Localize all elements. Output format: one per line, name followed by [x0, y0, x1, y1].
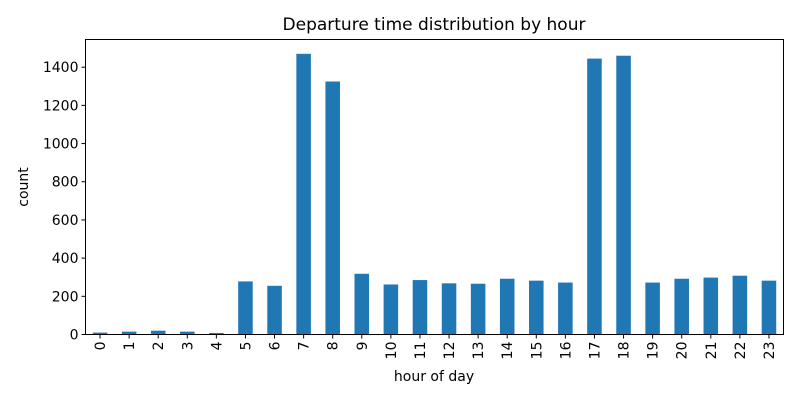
x-axis-ticks: 0 1 2 3 4 5 6 7 8 9 10 11 12 13 14 15 16 17 18 19 20 21 22 23	[93, 334, 778, 360]
y-axis-ticks: 0 200 400 600 800 1000 1200 1400	[43, 60, 86, 344]
bar-hour-18	[616, 55, 631, 335]
y-tick-label: 800	[52, 175, 79, 191]
x-tick-label: 15	[529, 342, 545, 360]
bar-hour-11	[412, 280, 428, 335]
x-tick-label: 10	[384, 342, 400, 360]
bar-hour-7	[296, 53, 311, 335]
bar-hour-5	[238, 281, 253, 335]
y-tick-label: 0	[70, 328, 79, 344]
x-tick-label: 9	[355, 342, 371, 351]
y-tick-label: 400	[52, 251, 79, 267]
x-tick-label: 16	[558, 341, 574, 359]
x-tick-label: 3	[180, 342, 196, 351]
x-tick-label: 11	[413, 342, 429, 360]
x-tick-label: 23	[762, 342, 778, 360]
y-axis-label: count	[16, 167, 32, 207]
bar-hour-15	[529, 280, 544, 335]
bar-hour-20	[674, 278, 689, 335]
x-tick-label: 13	[471, 342, 487, 360]
x-axis-label: hour of day	[394, 369, 474, 385]
x-tick-label: 7	[297, 342, 313, 351]
bar-hour-4	[209, 332, 224, 335]
bar-hour-21	[703, 277, 719, 335]
x-tick-label: 8	[326, 342, 342, 351]
x-tick-label: 2	[151, 342, 167, 351]
bar-hour-19	[645, 282, 660, 335]
y-tick-label: 1000	[43, 137, 79, 153]
x-tick-label: 19	[646, 342, 662, 360]
bar-hour-0	[92, 332, 108, 335]
bars-group	[92, 53, 777, 335]
y-tick-label: 1200	[43, 98, 79, 114]
bar-hour-3	[180, 331, 195, 335]
bar-hour-6	[267, 285, 282, 335]
x-tick-label: 0	[93, 342, 109, 351]
bar-hour-17	[587, 58, 602, 335]
bar-hour-16	[558, 282, 573, 335]
x-tick-label: 5	[238, 342, 254, 351]
x-tick-label: 12	[442, 342, 458, 360]
bar-hour-8	[325, 81, 340, 335]
bar-hour-2	[150, 330, 166, 335]
y-tick-label: 1400	[43, 60, 79, 76]
x-tick-label: 21	[704, 342, 720, 360]
x-tick-label: 4	[209, 341, 225, 350]
x-tick-label: 14	[500, 341, 516, 359]
y-tick-label: 600	[52, 213, 79, 229]
x-tick-label: 1	[122, 342, 138, 351]
bar-hour-13	[470, 283, 486, 335]
chart-title: Departure time distribution by hour	[283, 15, 586, 35]
bar-hour-9	[354, 273, 370, 335]
bar-hour-1	[121, 331, 137, 335]
plot-frame	[85, 39, 784, 335]
x-tick-label: 22	[733, 342, 749, 360]
bar-hour-22	[732, 275, 748, 335]
bar-hour-12	[441, 283, 457, 335]
x-tick-label: 18	[617, 342, 633, 360]
x-tick-label: 17	[587, 342, 603, 360]
bar-hour-10	[383, 284, 399, 335]
bar-hour-14	[499, 278, 515, 335]
bar-hour-23	[761, 280, 777, 335]
y-tick-label: 200	[52, 289, 79, 305]
x-tick-label: 20	[675, 342, 691, 360]
x-tick-label: 6	[268, 341, 284, 350]
